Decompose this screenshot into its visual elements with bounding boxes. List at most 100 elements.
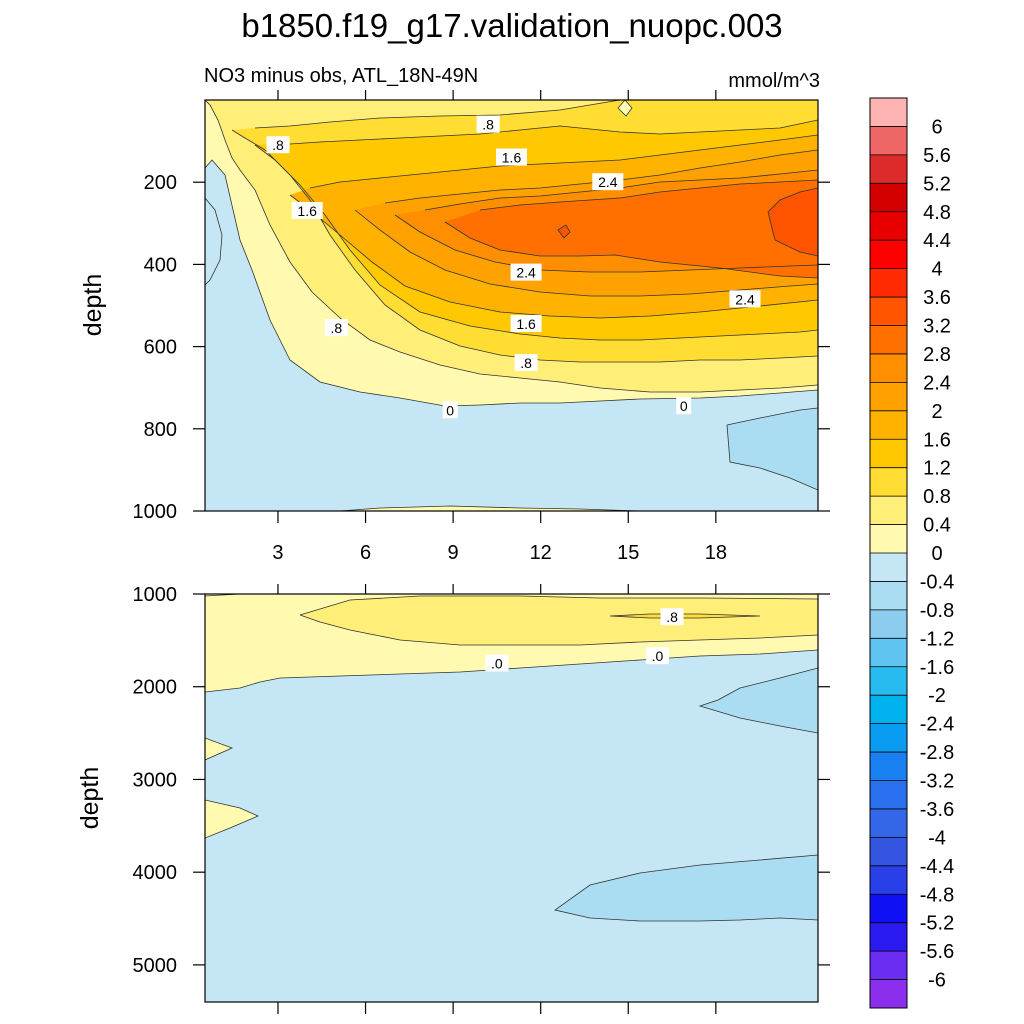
top-ytick-label: 1000: [133, 501, 178, 523]
colorbar-label: -1.6: [920, 657, 954, 679]
colorbar-swatch: [870, 183, 907, 213]
contour-left2: [205, 799, 259, 839]
colorbar-label: 4.8: [923, 202, 951, 224]
contour-04: [205, 100, 818, 393]
top-contour-label-bg: [510, 263, 542, 281]
contour-right-blob: [726, 407, 818, 491]
colorbar-swatch: [870, 553, 907, 582]
top-ytick-label: 200: [144, 172, 177, 194]
colorbar-label: 2.4: [923, 372, 951, 394]
bottom-contour-label: .0: [491, 656, 503, 672]
contour-08-top: [254, 100, 621, 129]
colorbar-label: -1.2: [920, 628, 954, 650]
colorbar-swatch: [870, 467, 907, 497]
colorbar-swatch: [870, 894, 907, 924]
colorbar-label: -5.2: [920, 913, 954, 935]
top-contour-label: .8: [520, 355, 532, 371]
contour-bottom-band: [339, 505, 641, 511]
colorbar-swatch: [870, 808, 907, 838]
colorbar-swatch: [870, 922, 907, 952]
top-y-axis-label: depth: [79, 274, 107, 337]
top-contour-label: 2.4: [516, 265, 536, 281]
top-contour-labels: .8 .8 1.6 1.6 2.4 2.4 2.4 1.6 .8 .8 0 0: [266, 115, 761, 419]
bottom-contour-lines: [205, 594, 818, 922]
bottom-ytick-label: 2000: [133, 677, 178, 699]
colorbar-label: 1.6: [923, 429, 951, 451]
top-contour-label: 1.6: [516, 316, 536, 332]
colorbar-swatch: [870, 297, 907, 326]
bottom-ytick-label: 5000: [133, 955, 178, 977]
units-label: mmol/m^3: [728, 70, 820, 92]
colorbar-label: -3.2: [920, 771, 954, 793]
contour-left1: [205, 737, 234, 761]
colorbar-label: -0.4: [920, 571, 954, 593]
colorbar-swatch: [870, 240, 907, 270]
colorbar-label: 4: [931, 259, 942, 281]
colorbar-label: 4.4: [923, 230, 951, 252]
contour-16: [289, 194, 818, 319]
colorbar-swatch: [870, 353, 907, 383]
contour-neg2-right: [698, 667, 818, 734]
colorbar-swatch: [870, 98, 907, 127]
colorbar-label: 1.2: [923, 458, 951, 480]
colorbar-frame: [869, 97, 908, 1009]
fill-right-blob: [727, 408, 818, 490]
bottom-contour-label-bg: [645, 647, 669, 665]
colorbar-swatch: [870, 524, 907, 554]
top-xtick-label: 3: [272, 542, 283, 564]
colorbar-label: 2: [931, 401, 942, 423]
colorbar-swatch: [870, 382, 907, 412]
bottom-y-axis-label: depth: [76, 767, 104, 830]
top-contour-label-bg: [442, 401, 458, 419]
fill-level-0-left2: [205, 800, 258, 838]
colorbar: 6 5.6 5.2 4.8 4.4 4 3.6 3.2 2.8 2.4 2 1.6 1.2 0.8 0.4 0…: [869, 97, 954, 1009]
contour-04: [299, 595, 818, 646]
colorbar-swatch: [870, 837, 907, 867]
bottom-axis-ticks: 1000 2000 3000 4000 5000: [133, 584, 830, 1014]
colorbar-label: -4.4: [920, 856, 954, 878]
fill-level-04: [300, 596, 818, 645]
colorbar-label: -4: [928, 827, 946, 849]
colorbar-swatch: [870, 410, 907, 440]
top-contour-label-bg: [476, 115, 500, 133]
chart-subtitle: NO3 minus obs, ATL_18N-49N: [204, 65, 478, 87]
colorbar-label: 0: [931, 543, 942, 565]
contour-12-top: [289, 119, 818, 145]
bottom-ytick-label: 3000: [133, 769, 178, 791]
bottom-contour-label-bg: [485, 654, 509, 672]
colorbar-swatch: [870, 951, 907, 980]
top-xtick-label: 9: [448, 542, 459, 564]
top-contour-label-bg: [514, 354, 538, 372]
contour-16-top: [309, 134, 818, 189]
contour-dot: [557, 224, 571, 239]
colorbar-swatch: [870, 638, 907, 668]
top-contour-label: .8: [272, 137, 284, 153]
top-contour-label: 0: [680, 398, 688, 414]
top-contour-label-bg: [496, 148, 527, 166]
colorbar-label: -2.8: [920, 742, 954, 764]
colorbar-swatch: [870, 979, 907, 1009]
contour-left-blob: [205, 197, 223, 286]
top-contour-label-bg: [324, 319, 348, 337]
bottom-contour-label: .0: [652, 648, 664, 664]
top-axis-ticks: 3 6 9 12 15 18 200 400 600 800 1000: [133, 90, 830, 564]
top-ytick-label: 400: [144, 254, 177, 276]
contour-28-top: [479, 179, 818, 211]
colorbar-label: 3.2: [923, 316, 951, 338]
bottom-contour-labels: .8 .0 .0: [485, 608, 684, 672]
top-contour-label: .8: [331, 320, 343, 336]
colorbar-swatch: [870, 581, 907, 611]
top-contour-label-bg: [510, 314, 542, 332]
fill-neg2-bottom: [555, 855, 818, 921]
top-contour-label-bg: [729, 290, 761, 308]
top-contour-label: 2.4: [735, 291, 755, 307]
colorbar-swatch: [870, 268, 907, 298]
colorbar-label: -3.6: [920, 799, 954, 821]
colorbar-label: 5.2: [923, 173, 951, 195]
colorbar-swatch: [870, 609, 907, 639]
top-xtick-label: 12: [530, 542, 552, 564]
bottom-ytick-label: 1000: [133, 584, 178, 606]
contour-28: [444, 221, 818, 279]
fill-level-0-left1: [205, 738, 232, 760]
